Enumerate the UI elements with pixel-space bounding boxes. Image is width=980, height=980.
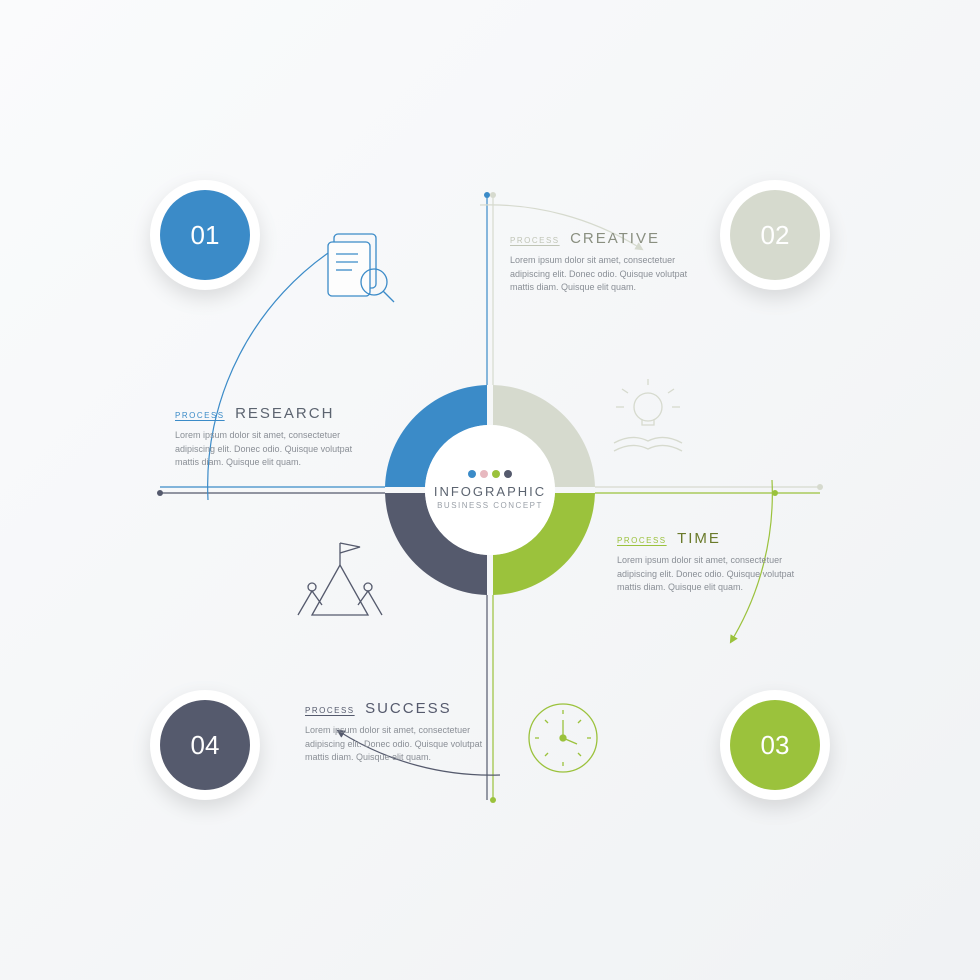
- section-text-01: PROCESS RESEARCH Lorem ipsum dolor sit a…: [175, 405, 365, 470]
- section-heading: SUCCESS: [365, 700, 452, 717]
- section-text-03: PROCESS TIME Lorem ipsum dolor sit amet,…: [617, 530, 807, 595]
- process-label: PROCESS: [305, 706, 355, 715]
- section-body: Lorem ipsum dolor sit amet, consectetuer…: [175, 429, 365, 470]
- center-dots: [468, 470, 512, 478]
- step-number: 01: [191, 220, 220, 251]
- section-heading: TIME: [677, 530, 721, 547]
- step-badge-02: 02: [730, 190, 820, 280]
- process-label: PROCESS: [510, 236, 560, 245]
- section-text-02: PROCESS CREATIVE Lorem ipsum dolor sit a…: [510, 230, 700, 295]
- step-number: 04: [191, 730, 220, 761]
- section-heading: RESEARCH: [235, 405, 334, 422]
- step-badge-01: 01: [160, 190, 250, 280]
- mountain-flag-icon: [298, 543, 382, 615]
- center-hub: INFOGRAPHIC BUSINESS CONCEPT: [425, 425, 555, 555]
- step-number: 02: [761, 220, 790, 251]
- center-title: INFOGRAPHIC: [434, 484, 546, 499]
- section-body: Lorem ipsum dolor sit amet, consectetuer…: [305, 724, 495, 765]
- section-text-04: PROCESS SUCCESS Lorem ipsum dolor sit am…: [305, 700, 495, 765]
- lightbulb-book-icon: [614, 379, 682, 451]
- step-number: 03: [761, 730, 790, 761]
- section-body: Lorem ipsum dolor sit amet, consectetuer…: [510, 254, 700, 295]
- process-label: PROCESS: [175, 411, 225, 420]
- clock-icon: [529, 704, 597, 772]
- step-badge-04: 04: [160, 700, 250, 790]
- center-subtitle: BUSINESS CONCEPT: [437, 501, 543, 510]
- document-search-icon: [328, 234, 394, 302]
- process-label: PROCESS: [617, 536, 667, 545]
- infographic-canvas: 01 02 03 04 PROCESS RESEARCH Lorem ipsum…: [0, 0, 980, 980]
- section-body: Lorem ipsum dolor sit amet, consectetuer…: [617, 554, 807, 595]
- step-badge-03: 03: [730, 700, 820, 790]
- section-heading: CREATIVE: [570, 230, 660, 247]
